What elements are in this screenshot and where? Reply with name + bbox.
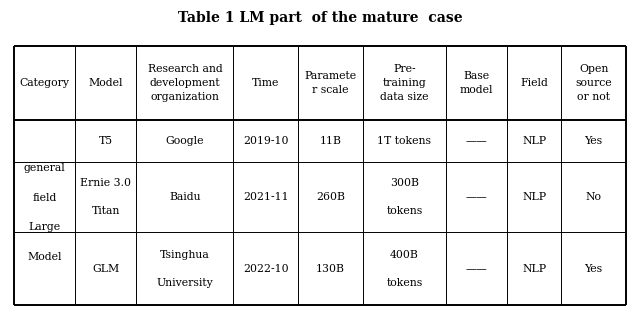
Text: Model: Model xyxy=(88,78,123,88)
Text: Time: Time xyxy=(252,78,280,88)
Text: Tsinghua

University: Tsinghua University xyxy=(157,250,213,288)
Text: 260B: 260B xyxy=(316,192,345,203)
Text: T5: T5 xyxy=(99,136,113,146)
Text: Baidu: Baidu xyxy=(169,192,201,203)
Text: Yes: Yes xyxy=(584,136,603,146)
Text: Field: Field xyxy=(520,78,548,88)
Text: GLM: GLM xyxy=(92,264,120,274)
Text: Open
source
or not: Open source or not xyxy=(575,63,612,101)
Text: No: No xyxy=(586,192,602,203)
Text: ——: —— xyxy=(466,136,487,146)
Text: NLP: NLP xyxy=(522,136,546,146)
Text: NLP: NLP xyxy=(522,264,546,274)
Text: 400B

tokens: 400B tokens xyxy=(387,250,422,288)
Text: 11B: 11B xyxy=(319,136,342,146)
Text: 2022-10: 2022-10 xyxy=(243,264,289,274)
Text: Research and
development
organization: Research and development organization xyxy=(148,63,222,101)
Text: NLP: NLP xyxy=(522,192,546,203)
Text: Ernie 3.0

Titan: Ernie 3.0 Titan xyxy=(81,178,131,216)
Text: 300B

tokens: 300B tokens xyxy=(387,178,422,216)
Text: Yes: Yes xyxy=(584,264,603,274)
Text: Pre-
training
data size: Pre- training data size xyxy=(380,63,429,101)
Text: general

field

Large

Model: general field Large Model xyxy=(24,163,65,262)
Text: 2019-10: 2019-10 xyxy=(243,136,289,146)
Text: 1T tokens: 1T tokens xyxy=(378,136,431,146)
Text: Paramete
r scale: Paramete r scale xyxy=(305,71,356,95)
Text: Google: Google xyxy=(166,136,204,146)
Text: ——: —— xyxy=(466,192,487,203)
Text: ——: —— xyxy=(466,264,487,274)
Text: 2021-11: 2021-11 xyxy=(243,192,289,203)
Text: Table 1 LM part  of the mature  case: Table 1 LM part of the mature case xyxy=(178,11,462,25)
Text: 130B: 130B xyxy=(316,264,345,274)
Text: Category: Category xyxy=(20,78,70,88)
Text: Base
model: Base model xyxy=(460,71,493,95)
